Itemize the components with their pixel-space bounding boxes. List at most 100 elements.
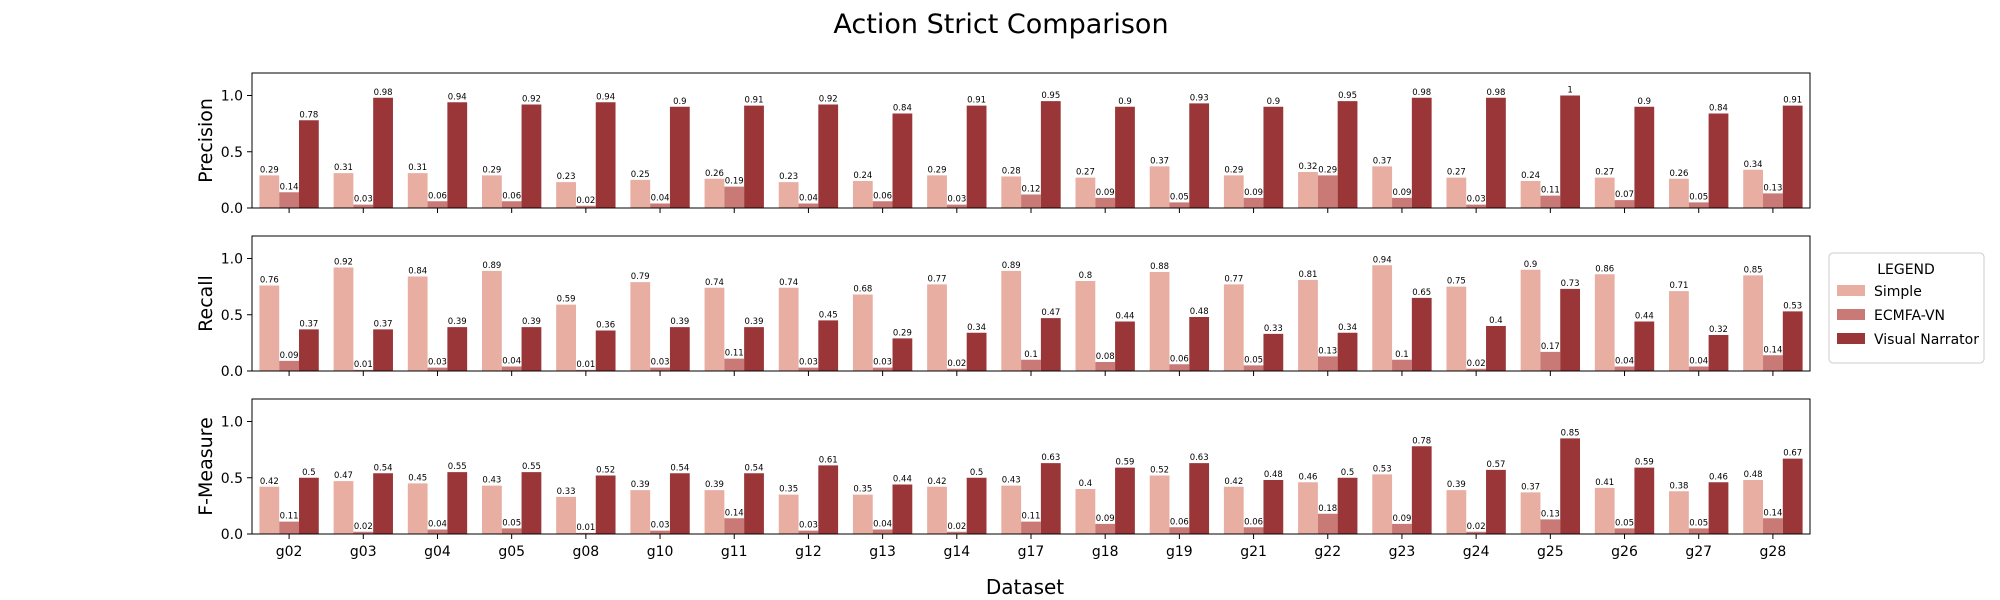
bar <box>556 182 576 208</box>
bar-value-label: 0.35 <box>779 485 798 495</box>
bar-value-label: 0.06 <box>1170 354 1189 364</box>
bar-value-label: 0.98 <box>1486 88 1505 98</box>
bar <box>481 485 502 534</box>
bar-value-label: 0.95 <box>1041 91 1060 101</box>
bar <box>1040 463 1061 534</box>
bar <box>927 486 947 534</box>
bar-value-label: 0.84 <box>408 267 427 277</box>
bar <box>1001 270 1022 371</box>
bar-value-label: 0.55 <box>448 462 467 472</box>
bar-value-label: 0.59 <box>557 295 576 305</box>
bar-value-label: 0.79 <box>631 272 650 282</box>
bar <box>1169 202 1190 208</box>
bar-value-label: 0.44 <box>893 475 912 485</box>
bar-value-label: 0.27 <box>1447 168 1466 178</box>
bar <box>1520 492 1541 534</box>
bar-value-label: 0.26 <box>1669 169 1688 179</box>
bar <box>778 182 799 208</box>
bar <box>650 367 670 371</box>
bar-value-label: 0.13 <box>1763 183 1782 193</box>
bar-value-label: 0.34 <box>967 323 986 333</box>
bar-value-label: 0.39 <box>631 480 650 490</box>
bar <box>1115 106 1135 208</box>
bar <box>353 369 374 371</box>
bar <box>1149 475 1170 534</box>
bar-value-label: 0.76 <box>260 276 279 286</box>
bar <box>1149 166 1170 208</box>
bar <box>1708 335 1729 371</box>
bar-value-label: 0.75 <box>1447 277 1466 287</box>
bar <box>1075 281 1096 371</box>
bar-value-label: 0.03 <box>428 358 447 368</box>
bar <box>818 320 839 371</box>
y-tick-label: 0.0 <box>221 364 243 380</box>
bar-value-label: 0.39 <box>745 317 764 327</box>
bar-value-label: 0.41 <box>1595 478 1614 488</box>
bar <box>818 104 839 208</box>
y-tick-label: 1.0 <box>221 415 243 431</box>
bar <box>259 175 280 208</box>
bar <box>1263 106 1284 208</box>
bar-value-label: 0.71 <box>1669 281 1688 291</box>
bar <box>595 330 616 371</box>
bar-value-label: 0.27 <box>1595 168 1614 178</box>
bar-value-label: 0.27 <box>1076 168 1095 178</box>
bar <box>630 179 651 208</box>
bar <box>927 175 947 208</box>
bar-value-label: 0.03 <box>1467 195 1486 205</box>
bar-value-label: 0.91 <box>967 96 986 106</box>
bar <box>818 465 839 534</box>
bar <box>1669 291 1689 371</box>
bar <box>1298 482 1318 534</box>
bar <box>298 477 319 534</box>
bar <box>1520 269 1541 371</box>
bar-value-label: 0.13 <box>1541 509 1560 519</box>
y-tick-label: 0.5 <box>221 308 243 324</box>
bar <box>1486 469 1506 534</box>
bar <box>1149 272 1170 371</box>
bar-value-label: 0.03 <box>799 358 818 368</box>
bar <box>1372 166 1393 208</box>
bar-value-label: 0.73 <box>1561 279 1580 289</box>
bar-value-label: 0.33 <box>557 487 576 497</box>
bar <box>1560 288 1581 371</box>
bar <box>1669 178 1689 208</box>
bar <box>704 178 725 208</box>
bar-value-label: 0.03 <box>651 521 670 531</box>
bar <box>1021 359 1041 371</box>
bar <box>1001 485 1022 534</box>
bar <box>1782 311 1803 371</box>
bar-value-label: 0.38 <box>1669 481 1688 491</box>
bar <box>1614 528 1635 534</box>
bar-value-label: 0.19 <box>725 177 744 187</box>
bar-value-label: 0.92 <box>334 258 353 268</box>
bar <box>373 97 393 208</box>
bar-value-label: 0.92 <box>522 95 541 105</box>
bar <box>630 282 651 371</box>
bar-value-label: 0.37 <box>299 319 318 329</box>
bar-value-label: 0.44 <box>1116 312 1135 322</box>
bar <box>556 496 576 534</box>
bar <box>1782 458 1803 534</box>
bar <box>1411 297 1432 371</box>
bar <box>1634 321 1655 371</box>
bar-value-label: 0.01 <box>576 523 595 533</box>
bar <box>481 270 502 371</box>
bar-value-label: 0.05 <box>1615 518 1634 528</box>
bar <box>1763 355 1783 371</box>
bar <box>1075 489 1096 534</box>
bar-value-label: 0.23 <box>557 172 576 182</box>
bar <box>724 518 745 534</box>
bar-value-label: 0.77 <box>928 274 947 284</box>
bar-value-label: 0.04 <box>873 520 892 530</box>
bar-value-label: 1 <box>1567 86 1572 96</box>
bar <box>744 327 764 371</box>
bar-value-label: 0.65 <box>1412 288 1431 298</box>
bar-value-label: 0.84 <box>893 104 912 114</box>
bar <box>1614 366 1635 371</box>
bar-value-label: 0.18 <box>1318 504 1337 514</box>
chart-panels: 0.29 0.31 0.31 0.29 0.23 0.25 0.26 0.23 0.24 0.29… <box>195 72 1811 560</box>
bar-value-label: 0.43 <box>1002 476 1021 486</box>
bar-value-label: 0.13 <box>1318 346 1337 356</box>
bar <box>373 329 393 371</box>
